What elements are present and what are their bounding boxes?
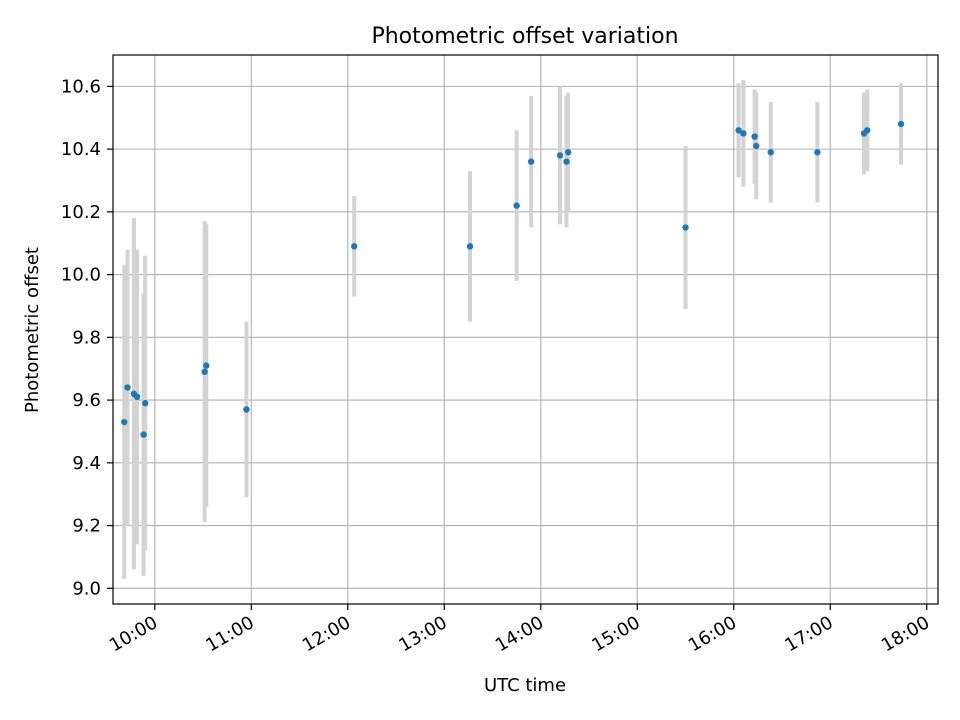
- data-point: [141, 400, 149, 407]
- x-tick-label: 11:00: [202, 612, 257, 656]
- data-point: [556, 152, 564, 159]
- x-tick-label: 16:00: [685, 612, 740, 656]
- data-point: [563, 158, 570, 165]
- data-point: [527, 158, 535, 165]
- data-points: [121, 120, 905, 438]
- x-tick-label: 13:00: [395, 612, 450, 656]
- x-tick-label: 17:00: [781, 612, 836, 656]
- data-point: [753, 142, 760, 150]
- data-point: [564, 149, 572, 156]
- y-tick-label: 9.4: [72, 453, 101, 474]
- data-point: [243, 406, 250, 413]
- data-point: [864, 127, 871, 134]
- x-tick-label: 18:00: [878, 612, 933, 656]
- x-tick-label: 14:00: [492, 612, 547, 656]
- y-axis-ticks: 9.0 9.2 9.4 9.6 9.8 10.0 10.2 10.4 10.6: [61, 76, 113, 599]
- x-tick-label: 10:00: [106, 612, 161, 656]
- y-tick-label: 9.0: [72, 578, 101, 599]
- chart-title: Photometric offset variation: [371, 24, 678, 49]
- y-tick-label: 9.2: [72, 516, 101, 537]
- data-point: [897, 120, 905, 128]
- grid: [113, 55, 938, 604]
- data-point: [682, 224, 689, 231]
- data-point: [133, 393, 141, 401]
- x-axis-label: UTC time: [484, 675, 566, 696]
- plot-frame: [112, 54, 939, 605]
- data-point: [751, 133, 758, 140]
- y-tick-label: 10.4: [61, 139, 101, 160]
- data-point: [201, 368, 208, 376]
- x-tick-label: 15:00: [588, 612, 643, 656]
- data-point: [124, 384, 131, 391]
- data-point: [740, 130, 747, 137]
- data-point: [466, 243, 474, 250]
- data-point: [814, 149, 821, 156]
- data-point: [140, 431, 147, 438]
- y-tick-label: 10.6: [61, 76, 101, 97]
- data-point: [735, 127, 742, 134]
- y-tick-label: 10.2: [61, 202, 101, 223]
- y-axis-label: Photometric offset: [22, 247, 43, 413]
- data-point: [513, 202, 520, 209]
- y-tick-label: 9.8: [72, 327, 101, 348]
- data-point: [351, 243, 358, 250]
- y-tick-label: 9.6: [72, 390, 101, 411]
- x-tick-label: 12:00: [299, 612, 354, 656]
- data-point: [203, 362, 210, 369]
- x-axis-ticks: 10:00 11:00 12:00 13:00 14:00 15:00 16:00 17:00…: [106, 604, 933, 656]
- data-point: [767, 149, 774, 156]
- y-tick-label: 10.0: [61, 265, 101, 286]
- data-point: [121, 418, 128, 426]
- error-bars: [122, 80, 904, 579]
